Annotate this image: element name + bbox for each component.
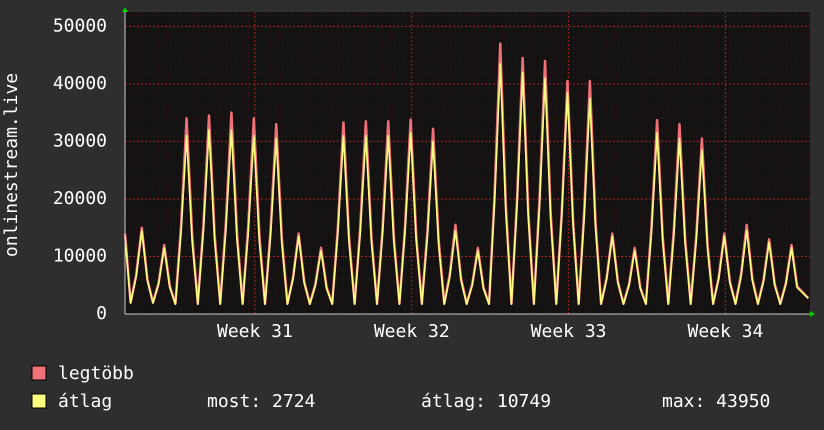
y-tick-label: 30000 <box>53 130 107 151</box>
x-tick-label: Week 32 <box>374 321 450 342</box>
x-arrow <box>810 311 815 317</box>
y-arrow <box>122 7 128 12</box>
series-line <box>124 62 809 306</box>
legend-label: átlag <box>58 391 112 412</box>
y-axis-label: onlinestream.live <box>1 73 22 257</box>
y-tick-label: 0 <box>96 303 107 324</box>
legend-label: legtöbb <box>58 363 134 384</box>
x-tick-label: Week 33 <box>531 321 607 342</box>
legend-swatch <box>31 393 47 409</box>
y-tick-label: 20000 <box>53 188 107 209</box>
y-tick-label: 40000 <box>53 73 107 94</box>
stat: max: 43950 <box>662 391 770 412</box>
stat: átlag: 10749 <box>421 391 551 412</box>
x-tick-label: Week 31 <box>217 321 293 342</box>
y-tick-label: 50000 <box>53 15 107 36</box>
stat: most: 2724 <box>207 391 315 412</box>
legend-swatch <box>31 365 47 381</box>
y-tick-label: 10000 <box>53 245 107 266</box>
x-tick-label: Week 34 <box>687 321 763 342</box>
